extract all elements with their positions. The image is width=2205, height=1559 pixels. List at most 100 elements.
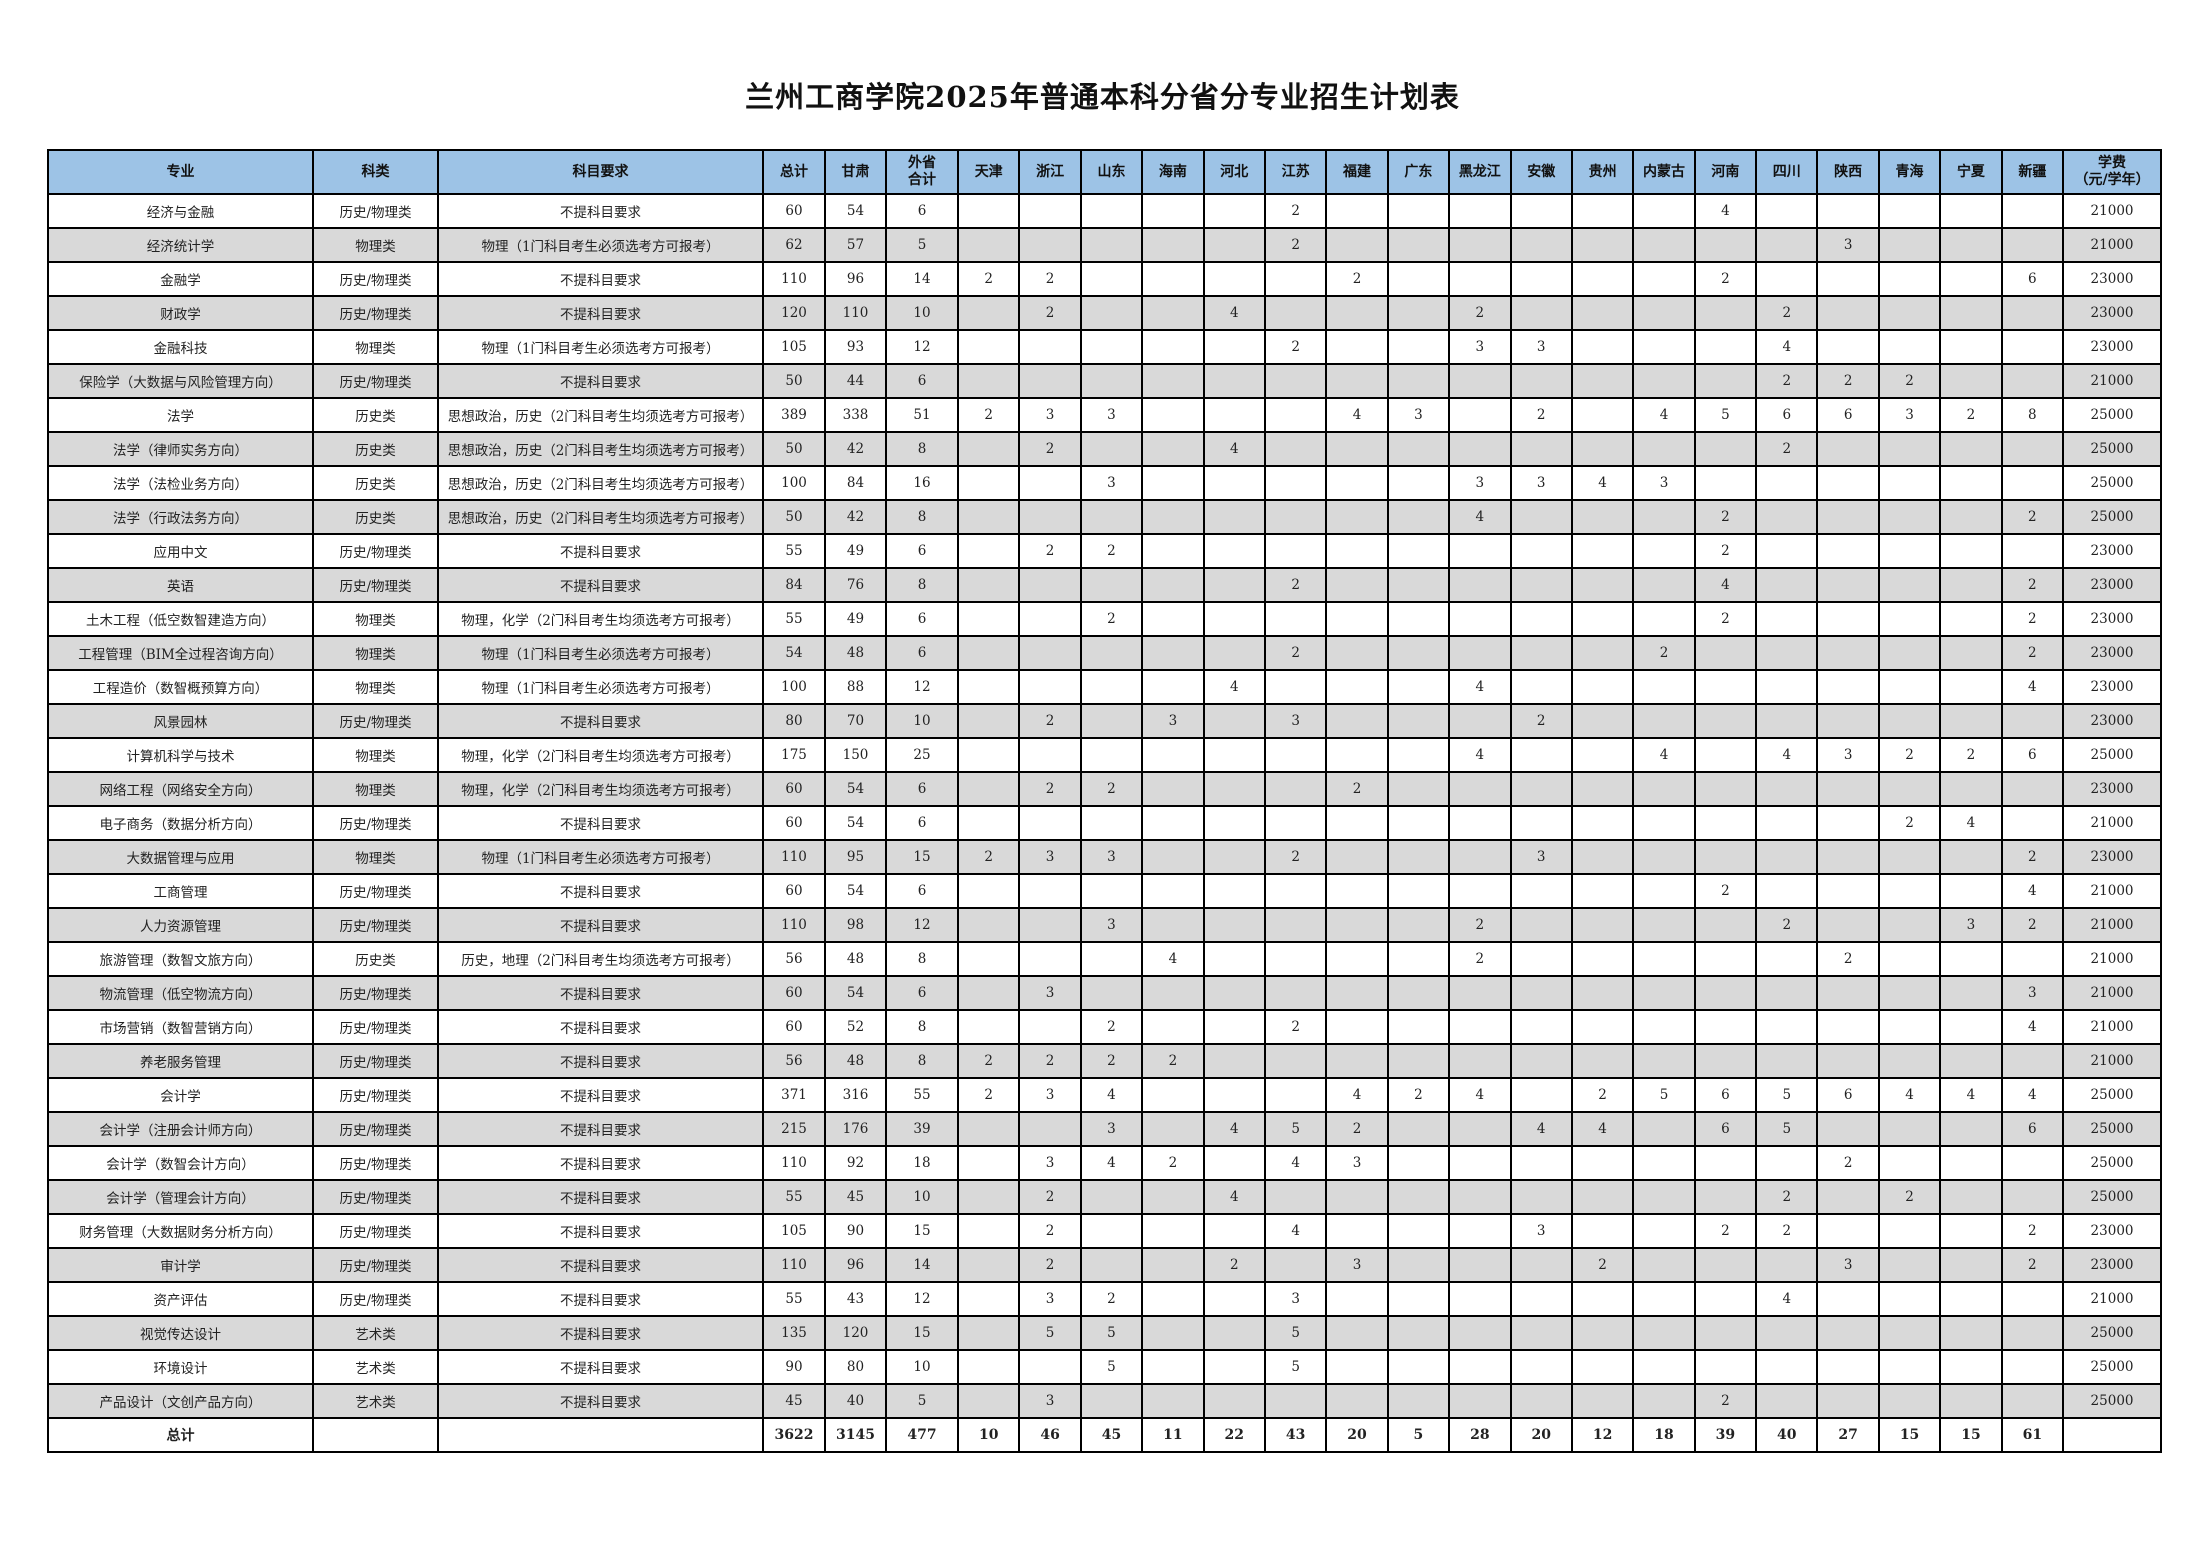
table-cell: 历史/物理类 (312, 1111, 439, 1147)
table-cell: 48 (824, 941, 887, 977)
table-cell: 5 (1386, 1417, 1451, 1453)
table-cell: 23000 (2062, 533, 2163, 569)
table-cell: 60 (762, 805, 826, 841)
table-cell: 21000 (2062, 1281, 2163, 1317)
table-cell (1939, 1145, 2003, 1181)
table-cell (1816, 533, 1880, 569)
table-cell: 4 (1325, 397, 1389, 433)
table-cell (1325, 1179, 1389, 1215)
table-cell: 2 (1263, 635, 1328, 671)
table-cell (1570, 567, 1635, 603)
table-cell: 2 (956, 1077, 1021, 1113)
table-cell (956, 1213, 1021, 1249)
table-cell: 23000 (2062, 703, 2163, 739)
table-cell (1386, 737, 1451, 773)
table-cell (1141, 1009, 1205, 1045)
table-cell (1816, 1179, 1880, 1215)
table-cell: 2 (2000, 1213, 2065, 1249)
table-cell (1755, 1247, 1819, 1283)
column-header: 内蒙古 (1632, 149, 1696, 195)
table-cell: 2 (1693, 601, 1758, 637)
table-cell: 15 (885, 1213, 959, 1249)
table-cell: 43 (824, 1281, 887, 1317)
table-cell (1202, 397, 1266, 433)
table-cell (956, 227, 1021, 263)
table-cell: 18 (1632, 1417, 1696, 1453)
table-cell (1632, 873, 1696, 909)
table-cell: 4 (1570, 465, 1635, 501)
table-cell (1263, 805, 1328, 841)
table-cell: 4 (2000, 1009, 2065, 1045)
table-cell (1202, 1281, 1266, 1317)
table-cell (1325, 839, 1389, 875)
table-cell: 总计 (47, 1417, 314, 1453)
table-cell (1693, 465, 1758, 501)
table-cell: 2 (1877, 363, 1942, 399)
table-cell: 39 (885, 1111, 959, 1147)
table-cell (1448, 975, 1512, 1011)
table-cell (1018, 1111, 1082, 1147)
table-cell (1939, 261, 2003, 297)
column-header: 四川 (1755, 149, 1819, 195)
table-cell (1386, 1179, 1451, 1215)
table-cell (1693, 839, 1758, 875)
table-row: 网络工程（网络安全方向） 物理类 物理，化学（2门科目考生均须选考方可报考） 60 54… (47, 771, 2163, 807)
table-cell: 6 (885, 193, 959, 229)
table-cell (1325, 465, 1389, 501)
table-cell (1939, 227, 2003, 263)
table-cell (1632, 703, 1696, 739)
table-cell: 23000 (2062, 329, 2163, 365)
table-cell: 88 (824, 669, 887, 705)
table-cell: 98 (824, 907, 887, 943)
table-cell (1755, 1145, 1819, 1181)
table-cell (956, 873, 1021, 909)
table-cell: 2 (1141, 1043, 1205, 1079)
table-cell (1079, 941, 1144, 977)
table-cell (1755, 465, 1819, 501)
table-cell: 25000 (2062, 1179, 2163, 1215)
table-row: 法学（律师实务方向） 历史类 思想政治，历史（2门科目考生均须选考方可报考） 50 42… (47, 431, 2163, 467)
table-cell: 工程造价（数智概预算方向） (47, 669, 314, 705)
table-cell: 4 (1448, 669, 1512, 705)
table-cell: 不提科目要求 (437, 533, 764, 569)
table-cell: 产品设计（文创产品方向） (47, 1383, 314, 1419)
table-cell: 8 (2000, 397, 2065, 433)
table-cell (1877, 1145, 1942, 1181)
table-cell (1141, 431, 1205, 467)
table-cell: 3 (1079, 839, 1144, 875)
table-cell (1509, 771, 1573, 807)
table-cell (1018, 907, 1082, 943)
table-row: 电子商务（数据分析方向） 历史/物理类 不提科目要求 60 54 6 2 4 21000 (47, 805, 2163, 841)
table-cell (1570, 329, 1635, 365)
table-cell (1755, 941, 1819, 977)
table-cell (1202, 975, 1266, 1011)
table-cell (1325, 1383, 1389, 1419)
table-cell: 思想政治，历史（2门科目考生均须选考方可报考） (437, 397, 764, 433)
table-cell (1816, 771, 1880, 807)
table-cell (1448, 1145, 1512, 1181)
table-cell (1141, 1349, 1205, 1385)
table-cell: 电子商务（数据分析方向） (47, 805, 314, 841)
table-cell (1386, 227, 1451, 263)
table-cell: 45 (824, 1179, 887, 1215)
table-cell (1509, 669, 1573, 705)
table-cell: 历史/物理类 (312, 907, 439, 943)
table-cell: 历史/物理类 (312, 1077, 439, 1113)
table-cell (1386, 601, 1451, 637)
table-cell (1202, 193, 1266, 229)
table-cell: 3 (1079, 907, 1144, 943)
table-cell (1509, 1383, 1573, 1419)
table-cell (2062, 1417, 2163, 1453)
table-cell (1877, 669, 1942, 705)
table-cell (1018, 737, 1082, 773)
table-cell: 25000 (2062, 1349, 2163, 1385)
table-cell: 物理类 (312, 601, 439, 637)
table-cell (1386, 363, 1451, 399)
table-cell: 会计学（管理会计方向） (47, 1179, 314, 1215)
table-cell (1755, 499, 1819, 535)
table-cell: 历史/物理类 (312, 295, 439, 331)
table-cell (1263, 737, 1328, 773)
table-cell: 物理类 (312, 227, 439, 263)
table-cell (1877, 193, 1942, 229)
table-cell (1877, 839, 1942, 875)
